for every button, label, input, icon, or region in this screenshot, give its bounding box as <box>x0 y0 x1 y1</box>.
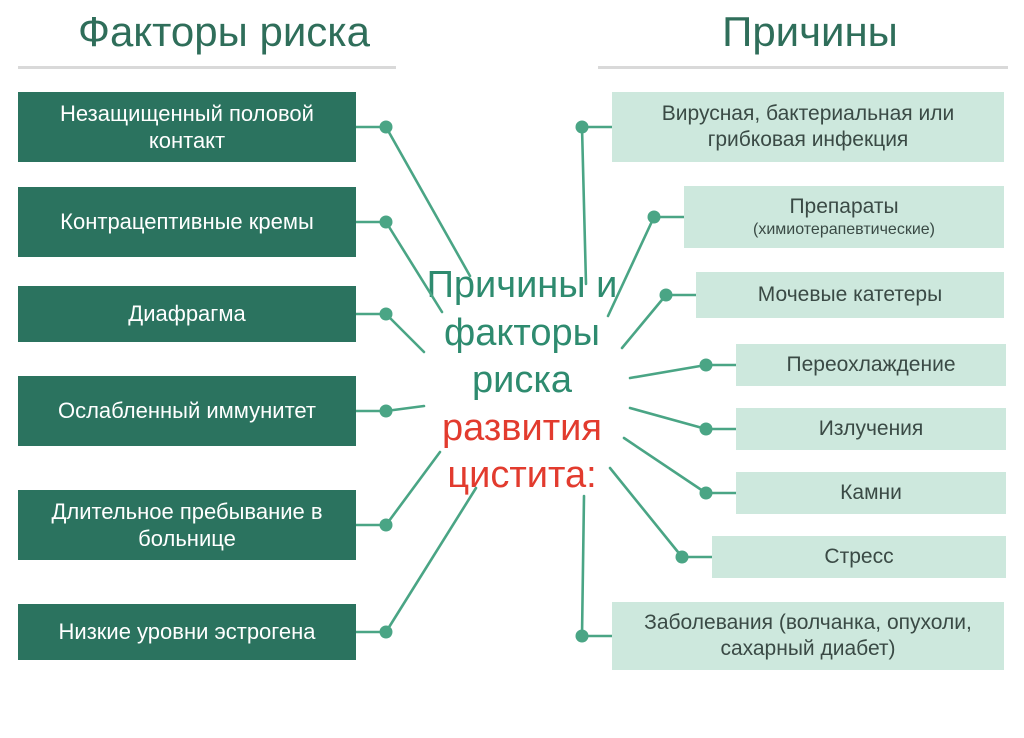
cause-catheter-label: Мочевые катетеры <box>758 282 942 308</box>
risk-hospital-label: Длительное пребывание в больнице <box>32 498 342 553</box>
center-title-line: риска <box>400 357 644 405</box>
cause-drugs-content: Препараты(химиотерапевтические) <box>753 194 935 240</box>
cause-drugs: Препараты(химиотерапевтические) <box>684 186 1004 248</box>
risk-unprotected-label: Незащищенный половой контакт <box>32 100 342 155</box>
cause-cold: Переохлаждение <box>736 344 1006 386</box>
cause-stones-label: Камни <box>840 480 902 506</box>
cause-stress-label: Стресс <box>824 544 893 570</box>
risk-immunity: Ослабленный иммунитет <box>18 376 356 446</box>
cause-infection: Вирусная, бактериальная или грибковая ин… <box>612 92 1004 162</box>
cause-stress: Стресс <box>712 536 1006 578</box>
cause-catheter: Мочевые катетеры <box>696 272 1004 318</box>
risk-hospital: Длительное пребывание в больнице <box>18 490 356 560</box>
heading-causes-text: Причины <box>722 8 898 55</box>
risk-diaphragm: Диафрагма <box>18 286 356 342</box>
heading-causes: Причины <box>680 8 940 56</box>
cause-drugs-label: Препараты <box>753 194 935 220</box>
risk-creams-label: Контрацептивные кремы <box>60 208 314 236</box>
risk-estrogen: Низкие уровни эстрогена <box>18 604 356 660</box>
cause-radiation: Излучения <box>736 408 1006 450</box>
center-title-line: Причины и <box>400 262 644 310</box>
center-title-line: цистита: <box>400 452 644 500</box>
risk-diaphragm-label: Диафрагма <box>128 300 245 328</box>
cause-drugs-sublabel: (химиотерапевтические) <box>753 220 935 240</box>
heading-causes-underline <box>598 66 1008 69</box>
cause-stones: Камни <box>736 472 1006 514</box>
center-title: Причины ифакторырискаразвитияцистита: <box>400 262 644 500</box>
risk-unprotected: Незащищенный половой контакт <box>18 92 356 162</box>
diagram-stage: Факторы риска Причины Причины ифакторыри… <box>0 0 1024 738</box>
center-title-line: развития <box>400 405 644 453</box>
cause-diseases: Заболевания (волчанка, опухоли, сахарный… <box>612 602 1004 670</box>
center-title-line: факторы <box>400 310 644 358</box>
heading-risk-factors: Факторы риска <box>54 8 394 56</box>
risk-immunity-label: Ослабленный иммунитет <box>58 397 316 425</box>
cause-radiation-label: Излучения <box>819 416 924 442</box>
risk-creams: Контрацептивные кремы <box>18 187 356 257</box>
cause-diseases-label: Заболевания (волчанка, опухоли, сахарный… <box>626 610 990 663</box>
heading-risk-underline <box>18 66 396 69</box>
heading-risk-factors-text: Факторы риска <box>78 8 370 55</box>
cause-cold-label: Переохлаждение <box>787 352 956 378</box>
risk-estrogen-label: Низкие уровни эстрогена <box>59 618 316 646</box>
cause-infection-label: Вирусная, бактериальная или грибковая ин… <box>626 101 990 154</box>
